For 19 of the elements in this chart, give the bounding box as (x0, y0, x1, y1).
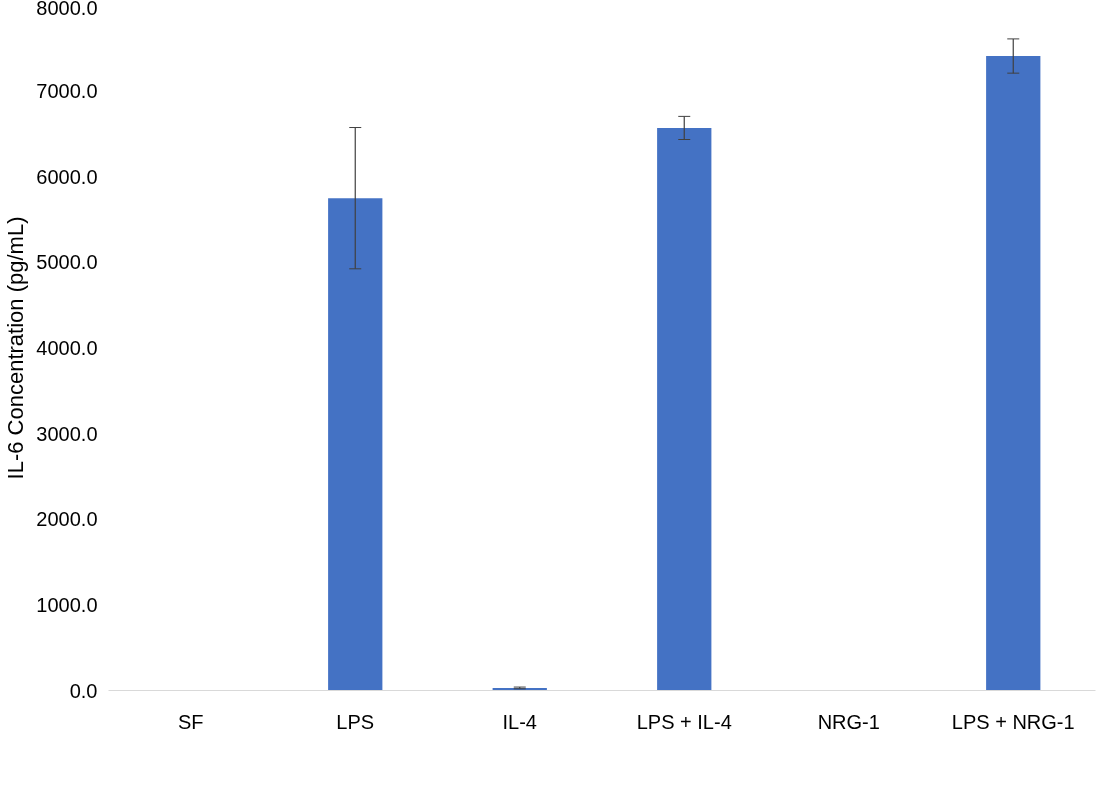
bar (657, 127, 712, 691)
bar (986, 56, 1041, 691)
y-tick-label: 8000.0 (36, 0, 98, 19)
bar (328, 198, 383, 691)
y-tick-label: 1000.0 (36, 593, 98, 616)
x-tick-label: NRG-1 (817, 710, 880, 733)
y-tick-label: 5000.0 (36, 251, 98, 274)
y-axis-title: IL-6 Concentration (pg/mL) (3, 216, 29, 480)
y-tick-label: 6000.0 (36, 165, 98, 188)
x-tick-label: LPS + NRG-1 (951, 710, 1075, 733)
y-tick-label: 3000.0 (36, 422, 98, 445)
y-tick-label: 4000.0 (36, 337, 98, 359)
x-tick-label: SF (177, 710, 204, 733)
y-tick-label: 0.0 (69, 679, 98, 702)
y-tick-label: 2000.0 (36, 508, 98, 531)
y-tick-label: 7000.0 (36, 80, 98, 103)
x-tick-label: LPS (336, 710, 375, 733)
x-tick-label: IL-4 (502, 710, 537, 733)
x-tick-label: LPS + IL-4 (636, 710, 732, 733)
